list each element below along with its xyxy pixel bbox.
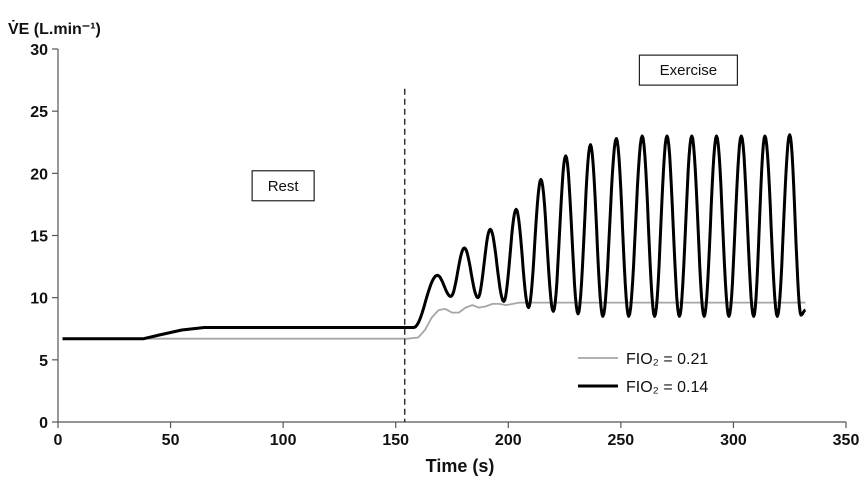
y-tick-label: 10 [30,291,48,308]
annotation-layer: Rest Exercise [251,54,739,202]
x-tick-label: 0 [54,432,63,449]
y-tick-label: 0 [39,415,48,432]
x-tick-label: 300 [720,432,747,449]
legend-label: FIO₂ = 0.14 [626,379,708,396]
annotation-box [251,170,315,202]
legend-item: FIO₂ = 0.21 [578,351,708,368]
x-axis-label: Time (s) [426,456,495,476]
legend: FIO₂ = 0.21 FIO₂ = 0.14 [578,351,708,396]
y-tick-label: 30 [30,42,48,59]
series-line-fio2-014 [62,133,807,341]
x-tick-label: 100 [270,432,297,449]
x-tick-label: 200 [495,432,522,449]
x-tick-label: 150 [382,432,409,449]
y-tick-label: 20 [30,166,48,183]
annotation-exercise: Exercise [638,54,739,86]
annotation-text: Rest [268,178,300,195]
series-layer [62,133,807,341]
y-tick-label: 15 [30,229,48,246]
annotation-box [638,54,739,86]
legend-label: FIO₂ = 0.21 [626,351,708,368]
x-tick-label: 250 [608,432,635,449]
annotation-text: Exercise [660,62,718,79]
y-tick-label: 5 [39,353,48,370]
y-tick-label: 25 [30,104,48,121]
annotation-rest: Rest [251,170,315,202]
x-tick-label: 350 [833,432,860,449]
series-line-fio2-021 [62,301,806,340]
y-axis-label: V̇E (L.min⁻¹) [8,20,101,38]
x-tick-label: 50 [162,432,180,449]
legend-item: FIO₂ = 0.14 [578,379,708,396]
